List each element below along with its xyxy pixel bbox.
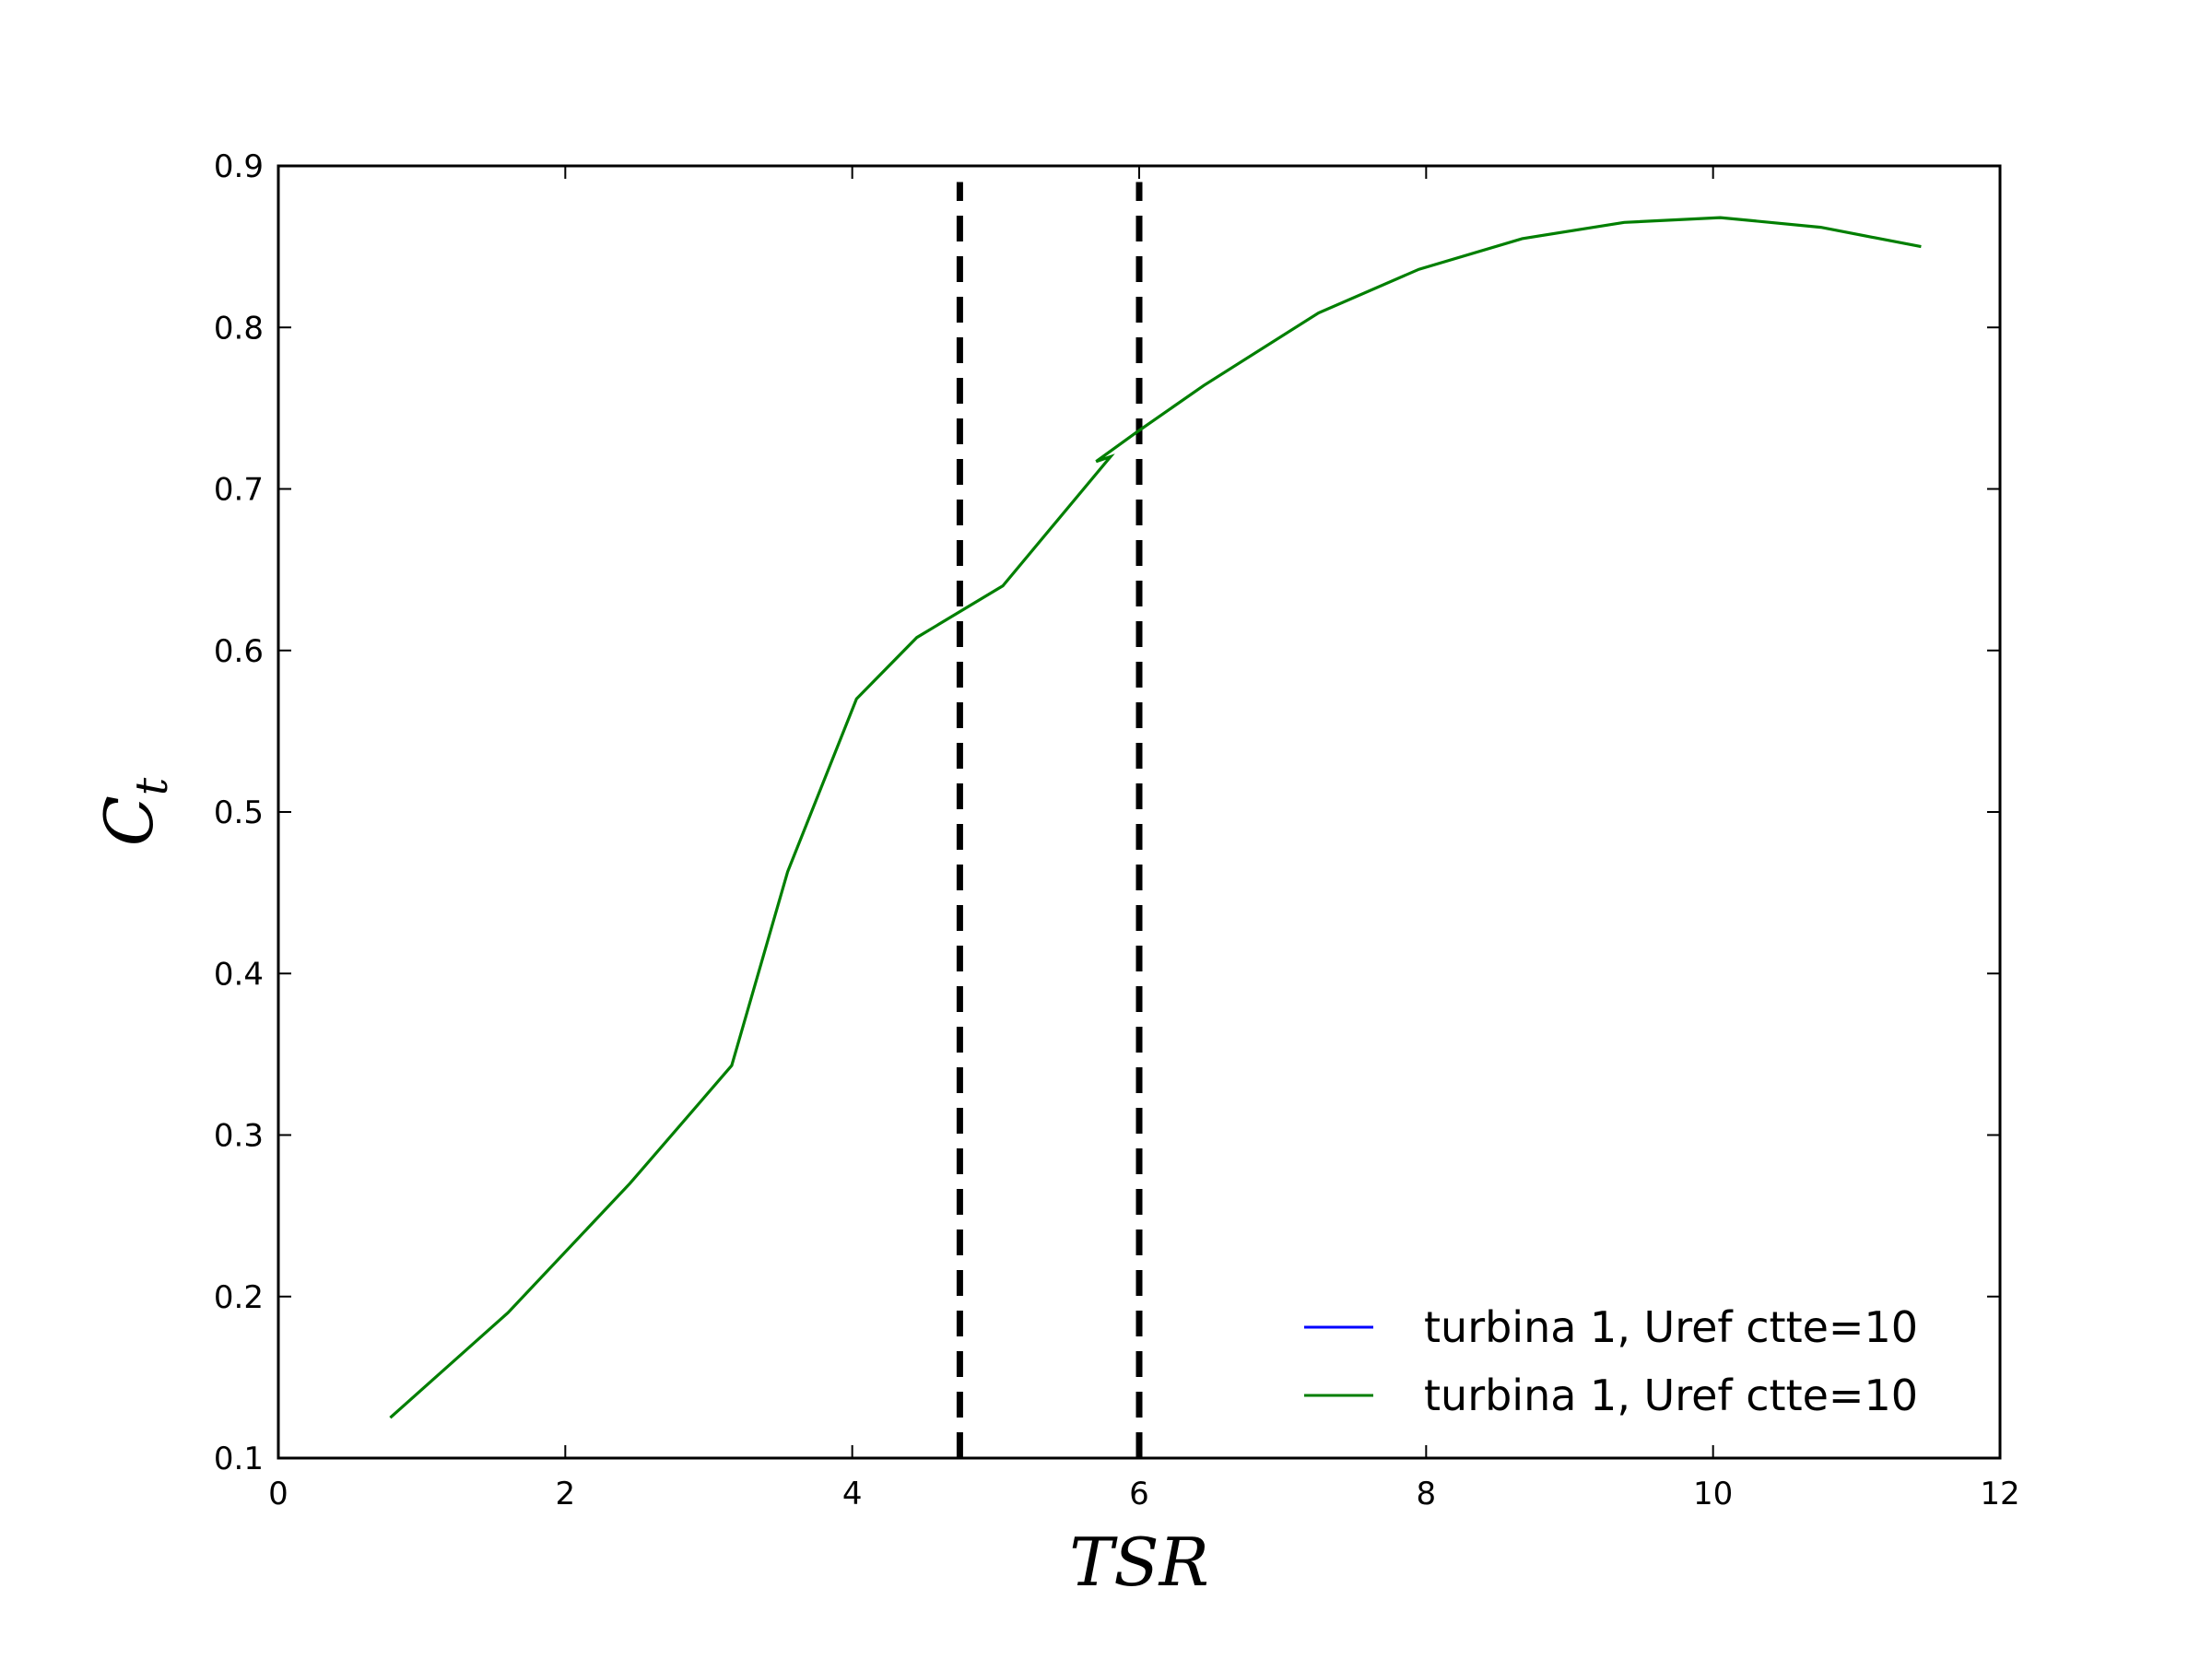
x-tick-label: 4	[842, 1476, 863, 1512]
y-tick-label: 0.2	[214, 1279, 264, 1316]
y-tick-label: 0.6	[214, 633, 264, 670]
axis-tick-labels: 0 2 4 6 8 10 12 0.1 0.2 0.3 0.4 0.5 0.6 0.7 0.8 0.9	[214, 148, 2020, 1512]
axis-ticks	[277, 165, 2001, 1459]
x-tick-label: 8	[1417, 1476, 1437, 1512]
y-axis-label-main: C	[90, 795, 168, 846]
legend-label-series-1: turbina 1, Uref ctte=10	[1424, 1302, 1918, 1352]
x-tick-label: 10	[1693, 1476, 1733, 1512]
y-axis-label: Ct	[90, 777, 178, 846]
reference-lines	[956, 182, 1143, 1458]
svg-text:Ct: Ct	[90, 777, 178, 846]
y-tick-label: 0.4	[214, 956, 264, 993]
x-tick-label: 12	[1980, 1476, 2019, 1512]
x-tick-label: 2	[556, 1476, 576, 1512]
x-axis-label: TSR	[1069, 1524, 1209, 1601]
y-tick-label: 0.8	[214, 310, 264, 347]
series-lines	[389, 216, 1922, 1419]
series-line-2	[389, 216, 1922, 1419]
y-tick-label: 0.9	[214, 148, 264, 185]
x-tick-label: 6	[1129, 1476, 1149, 1512]
y-tick-label: 0.7	[214, 472, 264, 509]
y-axis-label-subscript: t	[126, 777, 178, 795]
legend: turbina 1, Uref ctte=10 turbina 1, Uref …	[1304, 1302, 1918, 1420]
y-tick-label: 0.1	[214, 1441, 264, 1477]
x-tick-label: 0	[268, 1476, 288, 1512]
y-tick-label: 0.5	[214, 794, 264, 831]
legend-label-series-2: turbina 1, Uref ctte=10	[1424, 1371, 1918, 1420]
y-tick-label: 0.3	[214, 1118, 264, 1155]
